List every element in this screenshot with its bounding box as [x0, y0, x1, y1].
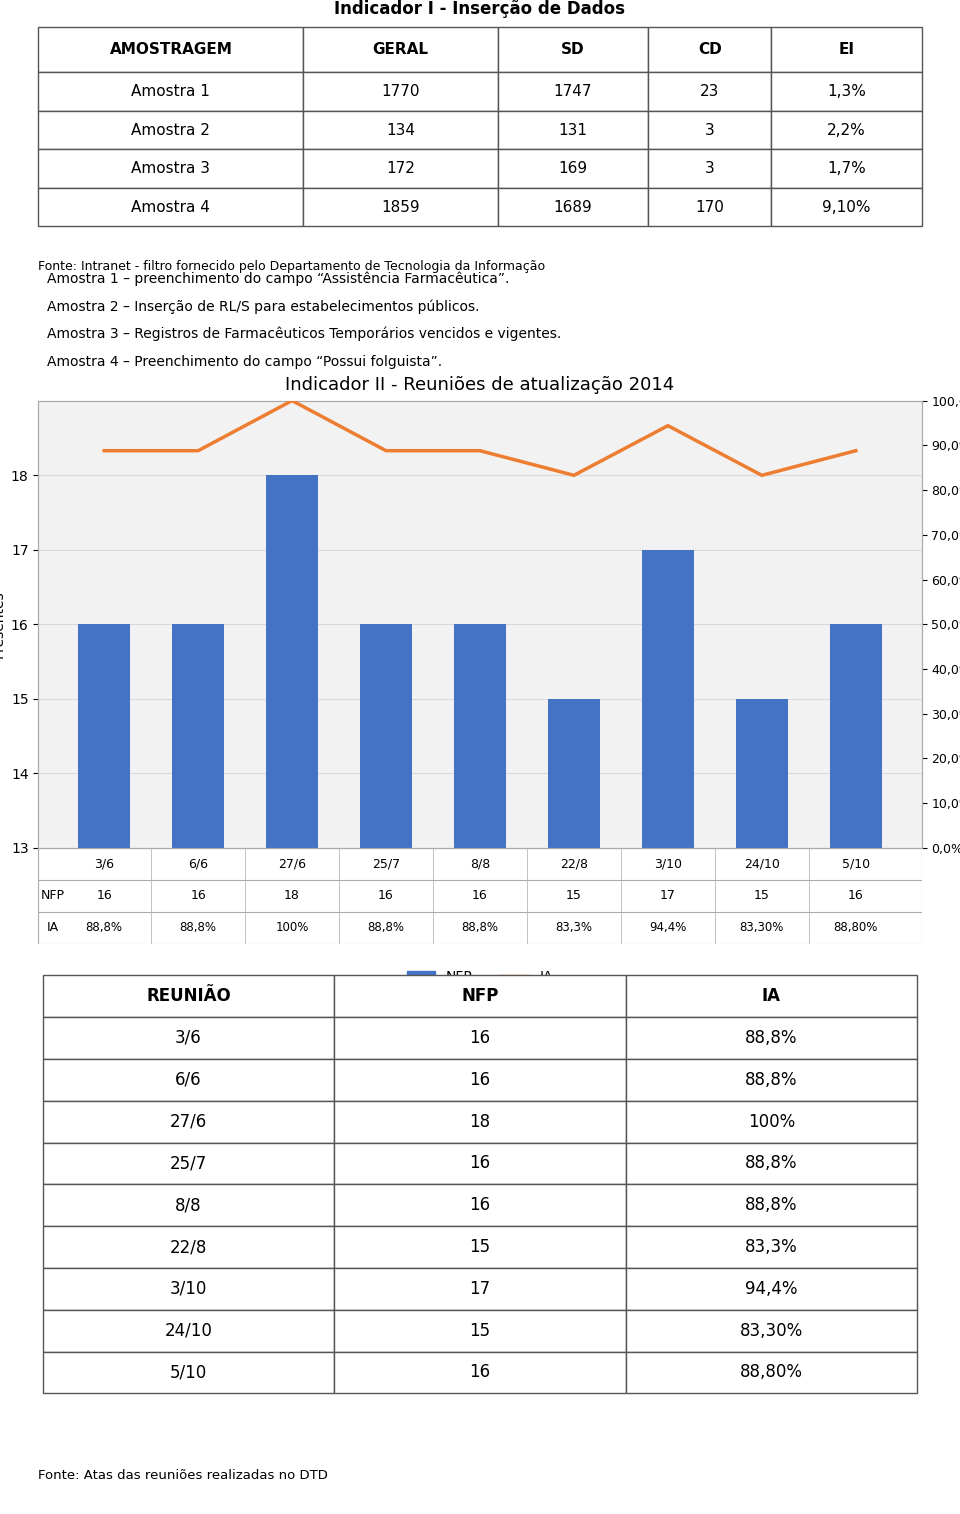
Text: Amostra 1 – preenchimento do campo “Assistência Farmacêutica”.: Amostra 1 – preenchimento do campo “Assi…: [47, 271, 510, 286]
Text: Amostra 2 – Inserção de RL/S para estabelecimentos públicos.: Amostra 2 – Inserção de RL/S para estabe…: [47, 298, 480, 313]
Text: 94,4%: 94,4%: [649, 921, 686, 934]
Text: 5/10: 5/10: [842, 857, 870, 871]
Text: Fonte: Intranet - filtro fornecido pelo Departamento de Tecnologia da Informação: Fonte: Intranet - filtro fornecido pelo …: [38, 260, 545, 274]
Text: 18: 18: [284, 889, 300, 902]
Bar: [360, 624, 412, 1514]
Bar: [454, 624, 506, 1514]
Text: Indicador I - Inserção de Dados: Indicador I - Inserção de Dados: [334, 0, 626, 18]
Text: 88,8%: 88,8%: [368, 921, 404, 934]
Bar: [736, 699, 788, 1514]
Text: 8/8: 8/8: [469, 857, 491, 871]
Bar: [266, 475, 318, 1514]
Text: 16: 16: [472, 889, 488, 902]
Text: 15: 15: [754, 889, 770, 902]
Text: 16: 16: [378, 889, 394, 902]
Text: 88,8%: 88,8%: [85, 921, 123, 934]
Text: Fonte: Atas das reuniões realizadas no DTD: Fonte: Atas das reuniões realizadas no D…: [38, 1469, 328, 1482]
Text: Amostra 4 – Preenchimento do campo “Possui folguista”.: Amostra 4 – Preenchimento do campo “Poss…: [47, 354, 443, 369]
Bar: [548, 699, 600, 1514]
Text: 15: 15: [566, 889, 582, 902]
Bar: [79, 624, 130, 1514]
Text: 16: 16: [96, 889, 112, 902]
Text: 6/6: 6/6: [188, 857, 208, 871]
Text: 25/7: 25/7: [372, 857, 400, 871]
Bar: [830, 624, 881, 1514]
Text: IA: IA: [46, 921, 59, 934]
Text: 16: 16: [190, 889, 206, 902]
Title: Indicador II - Reuniões de atualização 2014: Indicador II - Reuniões de atualização 2…: [285, 375, 675, 394]
Text: 16: 16: [848, 889, 864, 902]
Text: 83,3%: 83,3%: [556, 921, 592, 934]
Text: 88,8%: 88,8%: [180, 921, 217, 934]
Bar: [172, 624, 224, 1514]
Text: 88,8%: 88,8%: [462, 921, 498, 934]
Text: 3/6: 3/6: [94, 857, 114, 871]
Text: NFP: NFP: [40, 889, 64, 902]
Text: 22/8: 22/8: [560, 857, 588, 871]
Y-axis label: Presentes: Presentes: [0, 590, 6, 659]
Text: 100%: 100%: [276, 921, 309, 934]
Legend: NFP, IA: NFP, IA: [401, 964, 559, 990]
Text: 3/10: 3/10: [654, 857, 682, 871]
Text: 27/6: 27/6: [278, 857, 306, 871]
Text: Amostra 3 – Registros de Farmacêuticos Temporários vencidos e vigentes.: Amostra 3 – Registros de Farmacêuticos T…: [47, 327, 562, 342]
Bar: [642, 550, 694, 1514]
Text: 17: 17: [660, 889, 676, 902]
Text: 83,30%: 83,30%: [740, 921, 784, 934]
Text: 24/10: 24/10: [744, 857, 780, 871]
Text: 88,80%: 88,80%: [833, 921, 878, 934]
